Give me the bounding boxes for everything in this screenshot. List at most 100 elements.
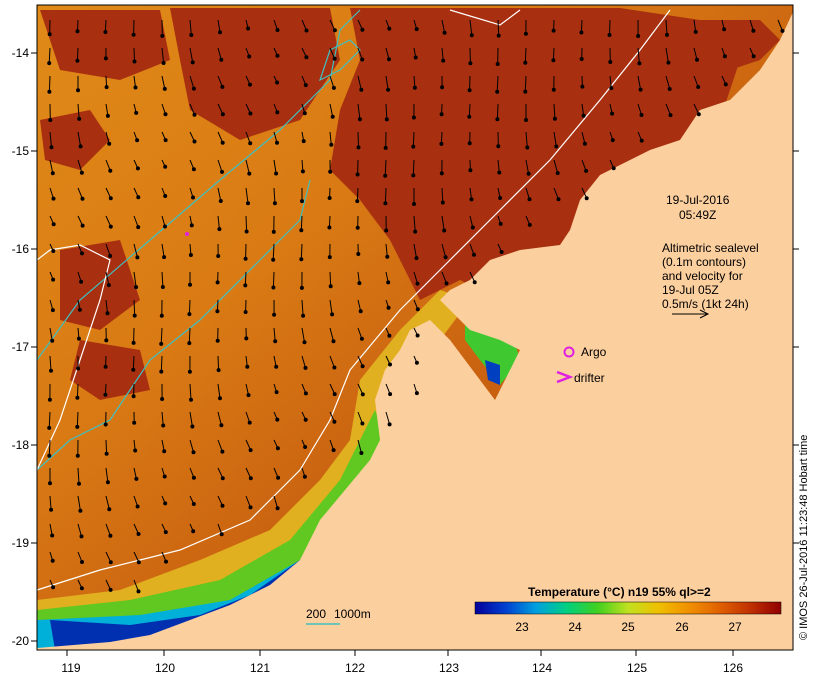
sealevel-contours xyxy=(36,9,671,591)
velocity-vector-head xyxy=(78,144,83,149)
velocity-vector-head xyxy=(135,138,140,143)
velocity-vector-head xyxy=(356,252,361,256)
velocity-vector xyxy=(217,439,223,452)
velocity-vector-head xyxy=(162,449,167,454)
velocity-vector-head xyxy=(439,171,444,176)
velocity-vector-head xyxy=(243,256,248,261)
velocity-vector-head xyxy=(639,113,644,117)
velocity-vector-head xyxy=(161,61,166,65)
velocity-vector xyxy=(133,271,137,288)
velocity-vector xyxy=(272,243,275,260)
argo-legend-marker xyxy=(563,346,575,358)
velocity-vector xyxy=(441,19,446,33)
velocity-vector-head xyxy=(387,333,392,338)
velocity-vector xyxy=(580,19,583,33)
velocity-vector-head xyxy=(467,114,472,119)
velocity-vector-head xyxy=(220,140,225,145)
velocity-vector-head xyxy=(187,341,192,346)
velocity-vector-head xyxy=(441,58,446,63)
velocity-vector xyxy=(105,523,111,536)
velocity-vector-head xyxy=(273,339,278,344)
velocity-vector-head xyxy=(383,145,388,150)
velocity-vector-head xyxy=(668,113,673,118)
velocity-vector xyxy=(76,47,79,61)
velocity-vector xyxy=(301,327,305,343)
velocity-vector-head xyxy=(411,173,416,178)
velocity-vector-head xyxy=(274,364,279,369)
velocity-vector-head xyxy=(302,474,307,479)
velocity-vector xyxy=(105,495,110,510)
velocity-vector-head xyxy=(80,560,84,564)
velocity-vector-head xyxy=(495,89,500,94)
velocity-vector xyxy=(301,299,304,316)
velocity-vector xyxy=(553,131,557,147)
velocity-vector xyxy=(384,187,387,204)
velocity-vector-head xyxy=(108,587,113,592)
velocity-vector-head xyxy=(355,172,360,177)
velocity-vector-head xyxy=(696,112,701,117)
velocity-vector-head xyxy=(360,57,365,62)
velocity-vector-head xyxy=(105,113,110,118)
velocity-vector-head xyxy=(523,60,528,65)
velocity-vector-head xyxy=(103,364,108,369)
velocity-vector xyxy=(49,131,52,148)
lon-label-121: 121 xyxy=(250,661,270,675)
velocity-vector-head xyxy=(104,451,109,456)
velocity-vector xyxy=(49,355,52,371)
velocity-vector xyxy=(245,159,250,174)
velocity-vector xyxy=(524,47,527,63)
velocity-vector-head xyxy=(304,28,309,33)
velocity-vector-head xyxy=(79,279,84,284)
lon-label-119: 119 xyxy=(61,661,80,675)
velocity-vector-head xyxy=(248,476,253,481)
imos-credit: © IMOS 26-Jul-2016 11:23:48 Hobart time xyxy=(798,434,810,640)
drifter-position xyxy=(185,232,189,236)
velocity-vector xyxy=(76,383,79,398)
velocity-vector-head xyxy=(75,29,80,34)
velocity-vector-head xyxy=(246,393,251,398)
velocity-vector-head xyxy=(219,423,224,428)
velocity-vector xyxy=(357,411,363,424)
velocity-vector-head xyxy=(327,225,332,230)
velocity-vector xyxy=(48,75,51,92)
velocity-vector-head xyxy=(327,255,332,260)
velocity-vector-head xyxy=(384,117,389,122)
velocity-vector-head xyxy=(77,307,82,312)
velocity-vector-head xyxy=(272,312,277,317)
velocity-vector xyxy=(133,47,135,62)
velocity-vector-head xyxy=(383,173,388,178)
velocity-vector xyxy=(581,131,586,144)
velocity-vector-head xyxy=(77,116,82,121)
colorbar-tick-24: 24 xyxy=(568,620,582,634)
velocity-vector xyxy=(161,411,164,426)
velocity-vector-head xyxy=(580,84,585,89)
velocity-vector-head xyxy=(356,145,361,150)
velocity-vector xyxy=(496,75,499,92)
velocity-vector xyxy=(48,439,51,456)
velocity-vector xyxy=(188,327,191,344)
velocity-vector-head xyxy=(271,229,276,234)
lon-label-122: 122 xyxy=(345,661,365,675)
lat-label-minus14: -14 xyxy=(12,46,30,60)
velocity-vector-head xyxy=(104,85,109,90)
velocity-vectors xyxy=(47,19,785,594)
velocity-vector xyxy=(105,439,108,454)
velocity-vector-head xyxy=(415,281,420,286)
velocity-vector-head xyxy=(412,202,416,206)
velocity-vector-head xyxy=(75,453,80,458)
velocity-vector xyxy=(217,355,220,371)
velocity-vector-head xyxy=(79,534,84,539)
velocity-vector xyxy=(273,187,276,204)
velocity-vector-head xyxy=(248,505,253,510)
velocity-vector-head xyxy=(299,285,304,290)
velocity-vector-head xyxy=(136,589,141,594)
velocity-vector-head xyxy=(610,138,615,143)
velocity-vector-head xyxy=(383,201,388,206)
velocity-vector xyxy=(385,103,388,120)
velocity-vector-head xyxy=(722,54,727,59)
velocity-vector-head xyxy=(246,26,251,31)
velocity-vector-head xyxy=(274,171,279,176)
velocity-vector-head xyxy=(386,305,391,310)
velocity-vector-head xyxy=(358,309,363,314)
velocity-vector-head xyxy=(751,28,756,33)
